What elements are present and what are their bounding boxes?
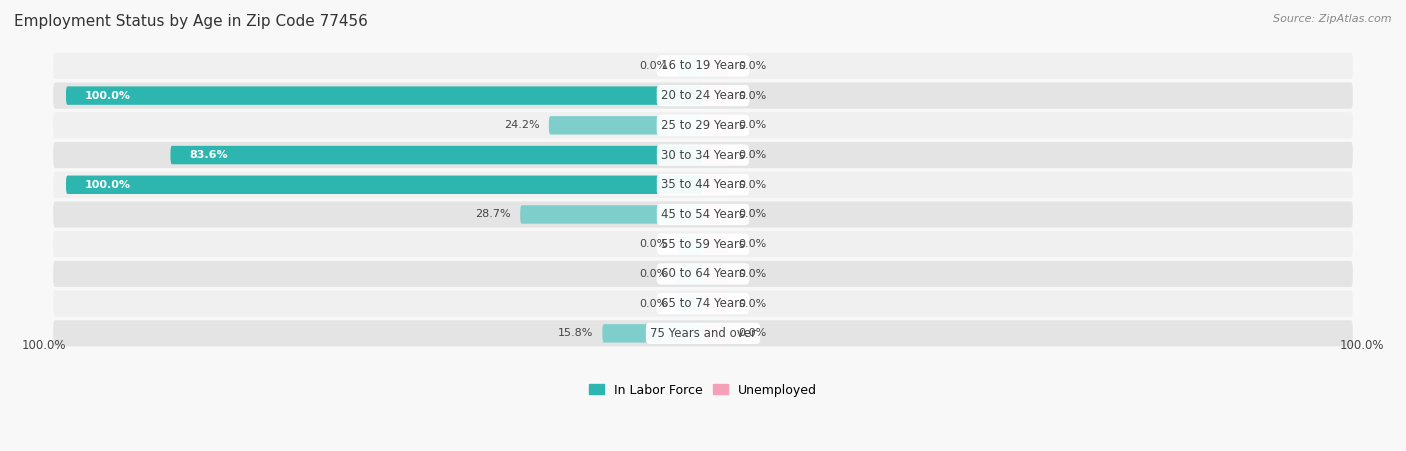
FancyBboxPatch shape [66, 175, 703, 194]
Text: 0.0%: 0.0% [738, 150, 766, 160]
Text: 0.0%: 0.0% [640, 269, 668, 279]
Text: 75 Years and over: 75 Years and over [650, 327, 756, 340]
Text: 0.0%: 0.0% [640, 299, 668, 308]
Text: 100.0%: 100.0% [86, 180, 131, 190]
Text: 24.2%: 24.2% [503, 120, 540, 130]
Text: 15.8%: 15.8% [557, 328, 593, 338]
FancyBboxPatch shape [66, 87, 703, 105]
FancyBboxPatch shape [53, 172, 1353, 198]
Text: 0.0%: 0.0% [738, 120, 766, 130]
FancyBboxPatch shape [678, 57, 703, 75]
FancyBboxPatch shape [703, 205, 728, 224]
FancyBboxPatch shape [53, 142, 1353, 168]
Text: 83.6%: 83.6% [190, 150, 228, 160]
Text: 60 to 64 Years: 60 to 64 Years [661, 267, 745, 281]
Text: 28.7%: 28.7% [475, 209, 510, 220]
FancyBboxPatch shape [678, 295, 703, 313]
Text: 45 to 54 Years: 45 to 54 Years [661, 208, 745, 221]
FancyBboxPatch shape [170, 146, 703, 164]
FancyBboxPatch shape [703, 235, 728, 253]
FancyBboxPatch shape [548, 116, 703, 134]
FancyBboxPatch shape [53, 202, 1353, 228]
FancyBboxPatch shape [520, 205, 703, 224]
FancyBboxPatch shape [53, 53, 1353, 79]
Text: 30 to 34 Years: 30 to 34 Years [661, 148, 745, 161]
Legend: In Labor Force, Unemployed: In Labor Force, Unemployed [583, 378, 823, 401]
Text: 100.0%: 100.0% [86, 91, 131, 101]
Text: Source: ZipAtlas.com: Source: ZipAtlas.com [1274, 14, 1392, 23]
FancyBboxPatch shape [703, 295, 728, 313]
FancyBboxPatch shape [703, 146, 728, 164]
FancyBboxPatch shape [53, 231, 1353, 257]
Text: 0.0%: 0.0% [738, 61, 766, 71]
Text: 20 to 24 Years: 20 to 24 Years [661, 89, 745, 102]
Text: 0.0%: 0.0% [738, 180, 766, 190]
Text: 35 to 44 Years: 35 to 44 Years [661, 178, 745, 191]
FancyBboxPatch shape [53, 290, 1353, 317]
FancyBboxPatch shape [53, 261, 1353, 287]
FancyBboxPatch shape [53, 320, 1353, 346]
Text: 100.0%: 100.0% [1340, 339, 1385, 352]
Text: 100.0%: 100.0% [21, 339, 66, 352]
FancyBboxPatch shape [678, 235, 703, 253]
Text: 25 to 29 Years: 25 to 29 Years [661, 119, 745, 132]
FancyBboxPatch shape [602, 324, 703, 343]
FancyBboxPatch shape [703, 57, 728, 75]
FancyBboxPatch shape [703, 87, 728, 105]
Text: 0.0%: 0.0% [640, 239, 668, 249]
FancyBboxPatch shape [703, 175, 728, 194]
Text: Employment Status by Age in Zip Code 77456: Employment Status by Age in Zip Code 774… [14, 14, 368, 28]
FancyBboxPatch shape [703, 116, 728, 134]
Text: 55 to 59 Years: 55 to 59 Years [661, 238, 745, 251]
FancyBboxPatch shape [53, 112, 1353, 138]
Text: 0.0%: 0.0% [738, 299, 766, 308]
FancyBboxPatch shape [703, 265, 728, 283]
Text: 65 to 74 Years: 65 to 74 Years [661, 297, 745, 310]
FancyBboxPatch shape [678, 265, 703, 283]
Text: 0.0%: 0.0% [640, 61, 668, 71]
Text: 16 to 19 Years: 16 to 19 Years [661, 60, 745, 73]
Text: 0.0%: 0.0% [738, 91, 766, 101]
Text: 0.0%: 0.0% [738, 328, 766, 338]
FancyBboxPatch shape [703, 324, 728, 343]
Text: 0.0%: 0.0% [738, 269, 766, 279]
Text: 0.0%: 0.0% [738, 209, 766, 220]
Text: 0.0%: 0.0% [738, 239, 766, 249]
FancyBboxPatch shape [53, 83, 1353, 109]
